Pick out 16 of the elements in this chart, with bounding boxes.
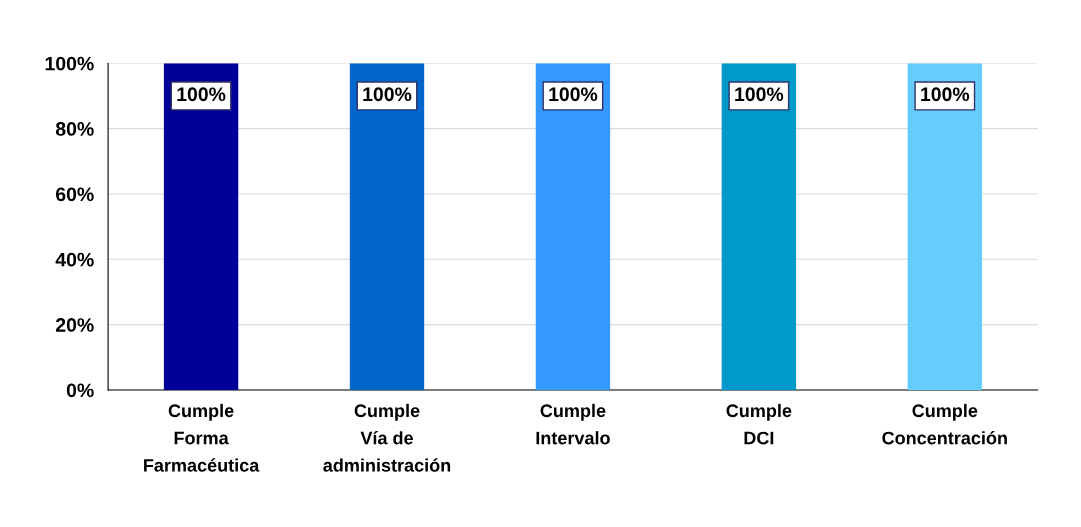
x-tick-label: Cumple Forma Farmacéutica: [144, 403, 260, 472]
data-label: 100%: [921, 87, 970, 102]
data-label: 100%: [177, 87, 226, 102]
x-tick-label: Cumple Concentración: [882, 403, 1007, 445]
x-tick-label: Cumple Intervalo: [536, 403, 610, 445]
x-tick-label: Cumple DCI: [726, 403, 792, 445]
y-tick-label: 40%: [55, 252, 94, 267]
y-tick-label: 100%: [45, 56, 94, 71]
y-tick-label: 60%: [56, 187, 94, 202]
y-tick-label: 20%: [55, 318, 94, 332]
y-tick-label: 0%: [66, 383, 94, 398]
data-label: 100%: [363, 87, 412, 102]
y-tick-label: 80%: [55, 122, 94, 136]
data-label: 100%: [735, 87, 784, 102]
x-tick-label: Cumple Vía de administración: [323, 403, 451, 472]
data-label: 100%: [549, 87, 598, 102]
